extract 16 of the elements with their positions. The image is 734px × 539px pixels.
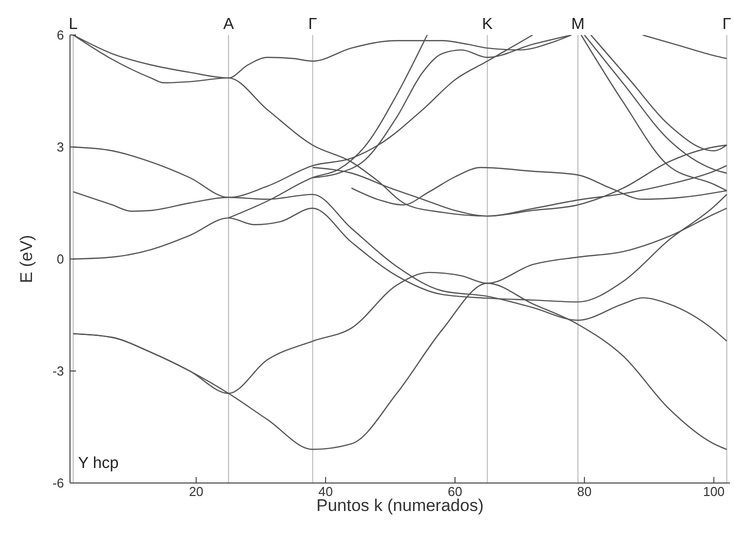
- x-tick-label: 80: [577, 484, 592, 500]
- ref-line-label: K: [482, 16, 494, 33]
- x-tick-label: 20: [188, 484, 204, 500]
- y-tick-label: 3: [56, 140, 64, 155]
- y-tick-label: -6: [52, 476, 64, 491]
- y-tick-label: 6: [56, 28, 64, 43]
- ref-line-label: Γ: [722, 16, 732, 33]
- annotation: Y hcp: [78, 455, 119, 473]
- y-tick-label: -3: [52, 364, 64, 379]
- ref-line-label: L: [68, 16, 78, 33]
- ref-line-label: Γ: [308, 16, 318, 33]
- ref-line-label: M: [571, 16, 585, 33]
- y-tick-label: 0: [56, 252, 64, 267]
- y-axis-title: E (eV): [17, 234, 36, 284]
- x-tick-label: 100: [702, 484, 725, 500]
- ref-line-label: A: [223, 16, 234, 33]
